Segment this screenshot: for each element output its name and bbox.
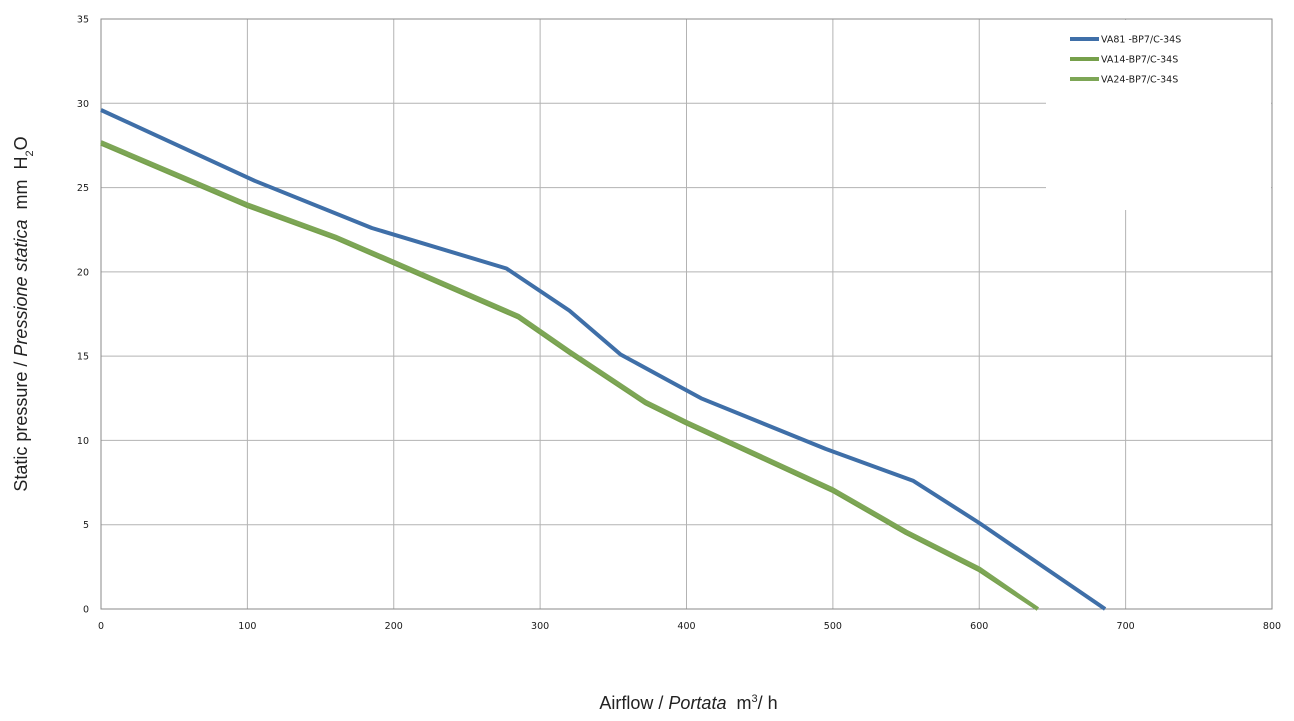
series-line-1 <box>100 141 1039 611</box>
series-line-2 <box>100 140 1039 611</box>
y-axis-title-unit-sub: 2 <box>24 150 36 156</box>
x-tick-label: 100 <box>238 621 256 632</box>
x-axis-title-unit-sup: 3 <box>751 693 757 705</box>
y-tick-label: 30 <box>77 99 89 110</box>
x-tick-label: 300 <box>531 621 549 632</box>
x-tick-label: 700 <box>1117 621 1135 632</box>
x-tick-label: 200 <box>385 621 403 632</box>
x-tick-label: 500 <box>824 621 842 632</box>
x-axis-title-main: Airflow <box>599 693 654 713</box>
y-axis-title-separator: / <box>11 357 31 372</box>
y-axis-title: Static pressure / Pressione statica mm H… <box>11 136 36 491</box>
legend-background <box>1046 20 1271 210</box>
x-axis-title-unit-post: / h <box>758 693 778 713</box>
legend-label-1: VA14-BP7/C-34S <box>1101 55 1178 66</box>
y-axis-title-italic: Pressione statica <box>11 219 31 356</box>
y-tick-label: 0 <box>83 605 89 616</box>
y-tick-label: 35 <box>77 15 89 26</box>
y-tick-label: 5 <box>83 520 89 531</box>
plot-area <box>100 18 1273 610</box>
y-axis-title-unit-post: O <box>11 136 31 150</box>
y-tick-label: 20 <box>77 267 89 278</box>
y-axis-title-main: Static pressure <box>11 372 31 492</box>
x-tick-label: 600 <box>970 621 988 632</box>
y-axis-title-unit: mm H <box>11 156 31 219</box>
tick-labels: 0 100 200 300 400 500 600 700 800 0 5 10 15 20 25 30 35 <box>77 15 1281 633</box>
x-tick-label: 400 <box>677 621 695 632</box>
series-lines <box>100 108 1107 611</box>
x-tick-label: 0 <box>98 621 104 632</box>
legend-label-2: VA24-BP7/C-34S <box>1101 75 1178 86</box>
legend: VA81 -BP7/C-34S VA14-BP7/C-34S VA24-BP7/C-… <box>1070 35 1181 86</box>
y-tick-label: 15 <box>77 352 89 363</box>
series-line-0 <box>100 108 1107 611</box>
x-axis-title: Airflow / Portata m3/ h <box>599 693 777 713</box>
x-axis-title-separator: / <box>653 693 668 713</box>
x-axis-title-unit: m <box>726 693 751 713</box>
x-axis-title-italic: Portata <box>668 693 726 713</box>
legend-label-0: VA81 -BP7/C-34S <box>1101 35 1181 46</box>
y-tick-label: 25 <box>77 183 89 194</box>
y-tick-label: 10 <box>77 436 89 447</box>
x-tick-label: 800 <box>1263 621 1281 632</box>
